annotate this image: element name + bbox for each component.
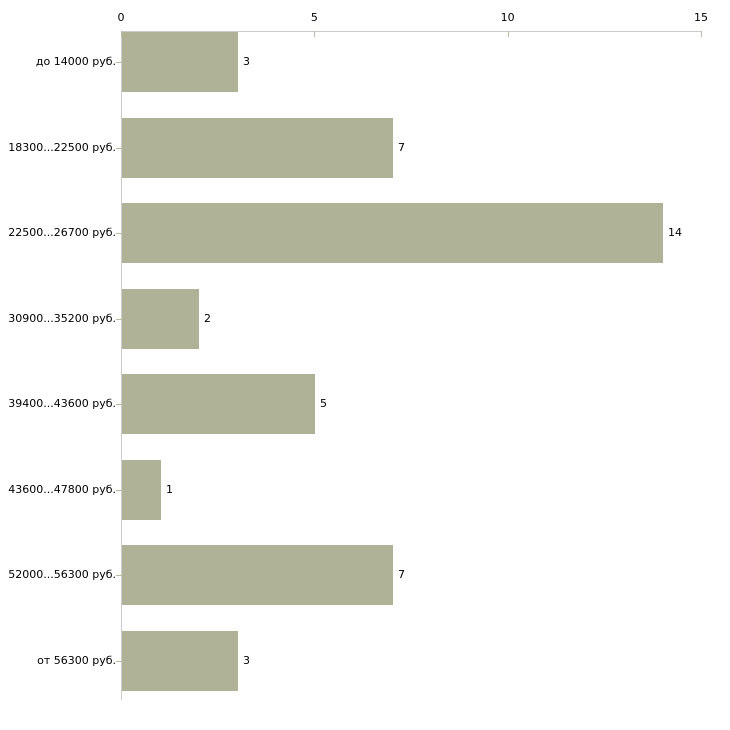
- y-axis-category-label: 22500...26700 руб.: [8, 226, 116, 239]
- y-axis-tick: [116, 404, 122, 405]
- x-axis-tick: [701, 31, 702, 37]
- y-axis-category-label: от 56300 руб.: [37, 653, 116, 667]
- bar-value-label: 3: [243, 55, 250, 68]
- y-axis-category-label: 52000...56300 руб.: [8, 568, 116, 581]
- bar[interactable]: [122, 630, 238, 691]
- y-axis-tick: [116, 575, 122, 576]
- x-axis-tick-label: 5: [310, 11, 318, 24]
- bar[interactable]: [122, 545, 393, 605]
- y-axis-tick: [116, 490, 122, 491]
- x-axis-tick-label: 10: [500, 11, 515, 24]
- y-axis-category-label: 39400...43600 руб.: [8, 397, 116, 410]
- bar[interactable]: [122, 203, 663, 263]
- bar-value-label: 14: [668, 226, 682, 239]
- y-axis-category-label: до 14000 руб.: [35, 55, 116, 68]
- bar[interactable]: [122, 117, 393, 178]
- y-axis-tick: [116, 62, 122, 63]
- y-axis-tick: [116, 148, 122, 149]
- y-axis-tick: [116, 319, 122, 320]
- y-axis-tick: [116, 233, 122, 234]
- y-axis-category-label: 18300...22500 руб.: [8, 140, 116, 154]
- x-axis-line: [121, 31, 702, 32]
- bar-value-label: 1: [166, 482, 173, 496]
- bar-value-label: 3: [243, 653, 250, 667]
- bar-value-label: 5: [320, 397, 327, 410]
- bar-value-label: 7: [398, 140, 405, 154]
- bar[interactable]: [122, 459, 161, 520]
- x-axis-tick-label: 0: [117, 11, 125, 24]
- bar[interactable]: [122, 288, 199, 349]
- bar-value-label: 7: [398, 568, 405, 581]
- x-axis-tick: [314, 31, 316, 37]
- y-axis-category-label: 43600...47800 руб.: [8, 482, 116, 496]
- bar-value-label: 2: [204, 311, 211, 325]
- x-axis-tick: [507, 31, 509, 37]
- bar[interactable]: [122, 32, 238, 92]
- x-axis-tick: [121, 31, 122, 37]
- y-axis-category-label: 30900...35200 руб.: [8, 311, 116, 325]
- bar[interactable]: [122, 374, 315, 434]
- x-axis-tick-label: 15: [694, 11, 708, 24]
- y-axis-line: [121, 31, 122, 700]
- y-axis-tick: [116, 661, 122, 662]
